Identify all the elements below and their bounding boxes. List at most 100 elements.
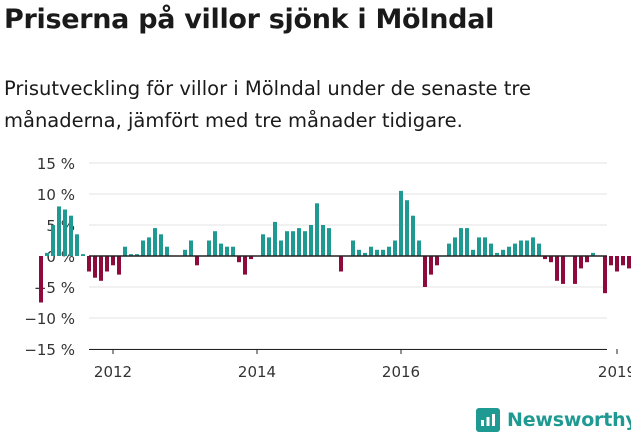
bar [471, 249, 475, 256]
bar [135, 254, 139, 256]
bar [381, 249, 385, 256]
bar [69, 215, 73, 256]
bar [363, 252, 367, 256]
bar [195, 256, 199, 266]
bar [465, 228, 469, 256]
bar [231, 246, 235, 256]
bar [447, 243, 451, 256]
bar [123, 246, 127, 256]
bar [531, 237, 535, 256]
bar [537, 243, 541, 256]
bar [315, 203, 319, 256]
bar [519, 240, 523, 256]
bar [285, 231, 289, 256]
bar [303, 231, 307, 256]
brand-logo[interactable]: Newsworthy [476, 405, 631, 435]
bar [507, 246, 511, 256]
bar [495, 252, 499, 256]
bar [237, 256, 241, 263]
bar [501, 249, 505, 256]
bar [165, 246, 169, 256]
bar [621, 256, 625, 266]
bar [153, 228, 157, 256]
bar [405, 200, 409, 256]
newsworthy-logo-icon [476, 408, 500, 432]
x-tick-label: 2014 [238, 363, 276, 381]
bar [309, 225, 313, 256]
bar [351, 240, 355, 256]
bar [249, 256, 253, 260]
bar [117, 256, 121, 275]
bar [423, 256, 427, 287]
bar [207, 240, 211, 256]
bar [603, 256, 607, 294]
bar [591, 252, 595, 256]
bar [411, 215, 415, 256]
bar [51, 225, 55, 256]
bar [297, 228, 301, 256]
y-tick-label: 10 % [37, 186, 75, 204]
bar [627, 256, 631, 269]
bar [609, 256, 613, 266]
bar [63, 209, 67, 256]
bar [141, 240, 145, 256]
bar [225, 246, 229, 256]
bar [105, 256, 109, 272]
bar [45, 252, 49, 256]
bar [429, 256, 433, 275]
bar [39, 256, 43, 303]
bar [219, 243, 223, 256]
bar [477, 237, 481, 256]
bar [513, 243, 517, 256]
bar [93, 256, 97, 278]
bar [243, 256, 247, 275]
bar [579, 256, 583, 269]
bar [339, 256, 343, 272]
y-tick-label: −5 % [34, 279, 75, 297]
bar [279, 240, 283, 256]
bar [183, 249, 187, 256]
bar [525, 240, 529, 256]
bar [543, 256, 547, 260]
bar [585, 256, 589, 263]
bar [267, 237, 271, 256]
bar [261, 234, 265, 256]
bar [435, 256, 439, 266]
bar [387, 246, 391, 256]
bar [489, 243, 493, 256]
bar [99, 256, 103, 281]
bar [393, 240, 397, 256]
x-tick-label: 2019 [598, 363, 631, 381]
bar [213, 231, 217, 256]
bar [321, 225, 325, 256]
bar [189, 240, 193, 256]
y-tick-label: −10 % [24, 310, 75, 328]
bar [615, 256, 619, 272]
bar [369, 246, 373, 256]
bar [561, 256, 565, 284]
bar [159, 234, 163, 256]
bar [327, 228, 331, 256]
bar [273, 221, 277, 256]
bar [483, 237, 487, 256]
bar [573, 256, 577, 284]
bar [111, 256, 115, 266]
bar [87, 256, 91, 272]
bar [81, 254, 85, 256]
x-tick-label: 2016 [382, 363, 420, 381]
bar [357, 249, 361, 256]
bar [453, 237, 457, 256]
brand-name: Newsworthy [507, 409, 631, 431]
y-tick-label: 15 % [37, 155, 75, 173]
bar [459, 228, 463, 256]
bar [57, 206, 61, 256]
bar [147, 237, 151, 256]
chart-title: Priserna på villor sjönk i Mölndal [4, 4, 495, 35]
bar [555, 256, 559, 281]
bar [375, 249, 379, 256]
bar [549, 256, 553, 263]
bar [399, 190, 403, 256]
x-tick-label: 2012 [94, 363, 132, 381]
bar [291, 231, 295, 256]
